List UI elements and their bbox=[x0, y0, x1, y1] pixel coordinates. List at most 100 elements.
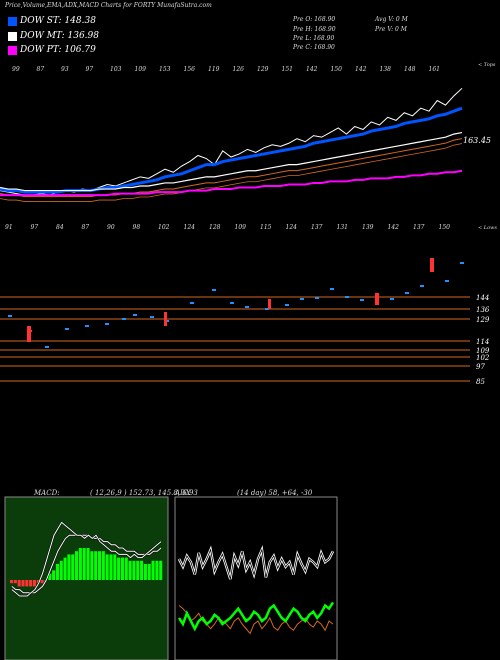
macd-histogram-bar bbox=[117, 557, 121, 580]
macd-histogram-bar bbox=[10, 580, 14, 584]
macd-histogram-bar bbox=[67, 554, 71, 580]
low-label: 115 bbox=[260, 224, 272, 231]
volume-tick bbox=[330, 288, 334, 290]
low-label: 124 bbox=[184, 224, 196, 231]
macd-histogram-bar bbox=[90, 551, 94, 580]
top-label: 150 bbox=[331, 66, 343, 73]
level-label: 97 bbox=[476, 363, 485, 371]
low-label: 84 bbox=[56, 224, 64, 231]
info-pre-high: Pre H: 168.90 bbox=[293, 26, 336, 33]
volume-tick bbox=[300, 298, 304, 300]
level-label: 102 bbox=[476, 354, 490, 362]
adx-panel bbox=[174, 496, 338, 660]
low-label: 102 bbox=[158, 224, 170, 231]
macd-histogram-bar bbox=[159, 560, 163, 580]
level-label: 136 bbox=[476, 306, 490, 314]
low-label: 97 bbox=[31, 224, 39, 231]
macd-panel bbox=[4, 496, 169, 660]
volume-tick bbox=[315, 297, 319, 299]
macd-histogram-bar bbox=[97, 551, 102, 580]
level-label: 129 bbox=[476, 316, 490, 324]
volume-tick bbox=[265, 308, 269, 310]
legend-label-st: DOW ST: 148.38 bbox=[20, 16, 96, 26]
low-label: 131 bbox=[337, 224, 348, 231]
legend-dow-pt: DOW PT: 106.79 bbox=[8, 45, 96, 55]
macd-histogram-bar bbox=[124, 557, 128, 580]
volume-tick bbox=[85, 325, 89, 327]
macd-histogram-bar bbox=[147, 564, 151, 580]
low-label: 90 bbox=[107, 224, 115, 231]
ema-orange-line bbox=[0, 138, 463, 198]
top-label: 119 bbox=[208, 66, 220, 73]
macd-histogram-bar bbox=[140, 560, 144, 580]
volume-bar-red bbox=[27, 326, 31, 342]
volume-bar-red bbox=[164, 312, 167, 326]
macd-histogram-bar bbox=[78, 548, 82, 580]
legend-swatch-pt bbox=[8, 45, 17, 55]
macd-signal-line bbox=[11, 534, 162, 594]
volume-tick bbox=[230, 302, 234, 304]
dow-pt-line bbox=[0, 169, 463, 197]
macd-histogram-bar bbox=[105, 554, 109, 580]
volume-tick bbox=[345, 296, 349, 298]
adx-line-inner bbox=[178, 548, 334, 580]
volume-tick bbox=[212, 289, 216, 291]
volume-tick bbox=[460, 262, 464, 264]
macd-histogram-bar bbox=[48, 573, 52, 580]
top-label: 129 bbox=[257, 66, 269, 73]
level-label: 85 bbox=[476, 378, 485, 386]
macd-line bbox=[11, 521, 162, 597]
macd-histogram-bar bbox=[109, 554, 113, 580]
macd-histogram-bar bbox=[63, 557, 67, 580]
volume-tick bbox=[122, 318, 126, 320]
volume-panel: 91 97 84 87 90 98 102 124 128 109 115 124 137 131 139 1… bbox=[0, 224, 497, 386]
top-label: 151 bbox=[282, 66, 293, 73]
volume-tick bbox=[245, 306, 249, 308]
top-label: 156 bbox=[184, 66, 196, 73]
ema-orange-line bbox=[0, 143, 463, 202]
volume-tick bbox=[65, 328, 69, 330]
adx-title: ADX bbox=[175, 489, 191, 497]
price-panel: 99 87 93 97 103 109 153 156 119 126 129 151 142 150 14… bbox=[0, 62, 496, 202]
volume-bar-red bbox=[268, 299, 271, 309]
adx-values: (14 day) 58, +64, -30 bbox=[237, 489, 313, 497]
low-label: 91 bbox=[5, 224, 13, 231]
top-label: 138 bbox=[380, 66, 392, 73]
top-label: 161 bbox=[429, 66, 440, 73]
page-title: Price,Volume,EMA,ADX,MACD Charts for FOR… bbox=[5, 2, 212, 9]
level-label: 144 bbox=[476, 294, 489, 302]
top-axis-label: < Tops bbox=[478, 62, 496, 68]
volume-tick bbox=[45, 346, 49, 348]
macd-histogram-bar bbox=[155, 560, 159, 580]
macd-histogram-bar bbox=[82, 548, 86, 580]
macd-histogram-bar bbox=[101, 551, 105, 580]
low-label: 142 bbox=[388, 224, 400, 231]
top-label: 142 bbox=[306, 66, 318, 73]
top-label: 87 bbox=[37, 66, 45, 73]
macd-histogram-bar bbox=[52, 570, 56, 580]
volume-tick bbox=[150, 316, 154, 318]
volume-tick bbox=[8, 315, 12, 317]
top-label: 97 bbox=[86, 66, 94, 73]
macd-histogram-bar bbox=[17, 580, 21, 587]
macd-histogram-bar bbox=[143, 564, 147, 580]
macd-histogram-bar bbox=[21, 580, 25, 587]
macd-title: MACD: bbox=[34, 489, 60, 497]
volume-tick bbox=[390, 298, 394, 300]
volume-tick bbox=[445, 280, 449, 282]
level-label: 114 bbox=[476, 338, 489, 346]
volume-tick bbox=[405, 292, 409, 294]
macd-histogram-bar bbox=[120, 557, 124, 580]
low-label: 124 bbox=[286, 224, 298, 231]
top-label: 93 bbox=[61, 66, 69, 73]
info-avg-volume: Avg V: 0 M bbox=[375, 16, 408, 23]
legend-label-pt: DOW PT: 106.79 bbox=[20, 45, 96, 55]
low-label: 139 bbox=[362, 224, 374, 231]
macd-histogram-bar bbox=[86, 548, 90, 580]
macd-histogram-bar bbox=[132, 560, 136, 580]
volume-tick bbox=[420, 285, 424, 287]
info-pre-close: Pre C: 168.90 bbox=[293, 44, 335, 51]
volume-tick bbox=[285, 304, 289, 306]
volume-tick bbox=[360, 299, 364, 301]
